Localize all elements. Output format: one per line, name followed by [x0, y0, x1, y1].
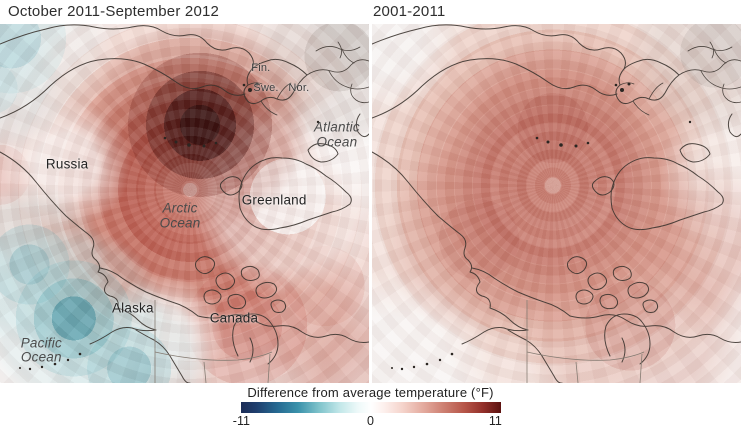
maps-row: Russia Alaska Canada Greenland Fin. Swe.…: [0, 24, 741, 383]
legend-tick-row: -11 0 11: [233, 414, 502, 429]
map-label-alaska: Alaska: [111, 300, 154, 316]
map-label-greenland: Greenland: [241, 192, 307, 208]
map-label-canada: Canada: [209, 310, 259, 326]
chukotka-coast: [0, 151, 97, 261]
arctic-archipelago-2: [587, 272, 608, 291]
map-label-pacific-ocean: Pacific Ocean: [20, 335, 62, 365]
alaska-gulf-coast: [507, 329, 563, 383]
map-label-finland: Fin.: [251, 61, 271, 74]
alaska-north-coast: [99, 267, 199, 317]
coastline-overlay: [0, 24, 369, 383]
greenland-outline: [238, 157, 352, 231]
hudson-bay: [604, 313, 651, 365]
legend: Difference from average temperature (°F)…: [0, 386, 741, 429]
map-label-arctic-ocean: Arctic Ocean: [160, 201, 201, 230]
pacific-ocean-line2: Ocean: [20, 349, 62, 365]
namerica-north-coast: [569, 314, 741, 343]
alaska-west-coast: [461, 259, 529, 345]
arctic-archipelago-4: [203, 289, 222, 305]
political-borders: [154, 300, 273, 383]
coastline-overlay: [372, 24, 741, 383]
alaska-north-coast: [471, 267, 571, 317]
legend-title: Difference from average temperature (°F): [247, 385, 494, 400]
uk-coast: [355, 113, 369, 138]
scandinavia-borders: [619, 82, 664, 116]
europe-borders: [306, 41, 369, 104]
map-left-anomaly-2011-2012: Russia Alaska Canada Greenland Fin. Swe.…: [0, 24, 369, 383]
arctic-archipelago-1: [567, 256, 588, 275]
pacific-ocean-line1: Pacific: [20, 335, 62, 351]
scandinavia-borders: [247, 82, 292, 116]
namerica-north-coast: [197, 314, 369, 343]
alaska-gulf-coast: [135, 329, 191, 383]
siberia-inner-coast: [0, 58, 246, 119]
iceland-outline: [307, 143, 339, 163]
atlantic-ocean-line1: Atlantic: [313, 119, 360, 135]
uk-coast: [727, 113, 741, 138]
arctic-archipelago-3: [240, 265, 260, 281]
eurasia-north-coast: [372, 24, 626, 70]
titles-row: October 2011-September 2012 2001-2011: [0, 0, 741, 24]
eurasia-north-coast: [0, 24, 254, 70]
arctic-archipelago-6: [255, 281, 278, 299]
map-label-norway: Nor.: [288, 82, 310, 95]
arctic-archipelago-3: [612, 265, 632, 281]
arctic-archipelago-4: [575, 289, 594, 305]
political-borders: [526, 300, 645, 383]
atlantic-ocean-line2: Ocean: [316, 133, 358, 149]
greenland-outline: [610, 157, 724, 231]
small-islands: [391, 82, 692, 371]
arctic-ocean-line2: Ocean: [159, 215, 201, 231]
legend-tick-zero: 0: [367, 414, 374, 428]
arctic-ocean-line1: Arctic: [162, 200, 198, 216]
ellesmere-island: [591, 176, 615, 196]
small-islands: [19, 82, 320, 371]
legend-tick-max: 11: [488, 414, 502, 428]
left-map-title: October 2011-September 2012: [8, 3, 220, 20]
scandinavia-outline: [615, 58, 680, 105]
alaska-west-coast: [89, 259, 157, 345]
arctic-archipelago-1: [195, 256, 216, 275]
arctic-archipelago-2: [215, 272, 236, 291]
map-right-anomaly-2001-2011: [372, 24, 741, 383]
chukotka-coast: [372, 151, 469, 261]
ellesmere-island: [219, 176, 243, 196]
map-label-russia: Russia: [45, 156, 89, 172]
iceland-outline: [679, 143, 711, 163]
map-label-sweden: Swe.: [253, 82, 279, 95]
scandinavia-outline: [243, 58, 308, 105]
arctic-archipelago-7: [642, 299, 659, 313]
arctic-archipelago-6: [627, 281, 650, 299]
europe-borders: [678, 41, 741, 104]
legend-colorbar: [240, 402, 501, 413]
right-map-title: 2001-2011: [373, 3, 446, 20]
arctic-archipelago-5: [599, 293, 619, 310]
arctic-archipelago-7: [270, 299, 287, 313]
legend-tick-min: -11: [232, 414, 250, 428]
siberia-inner-coast: [372, 58, 618, 119]
hudson-bay: [232, 313, 279, 365]
map-label-atlantic-ocean: Atlantic Ocean: [314, 120, 360, 149]
arctic-archipelago-5: [227, 293, 247, 310]
